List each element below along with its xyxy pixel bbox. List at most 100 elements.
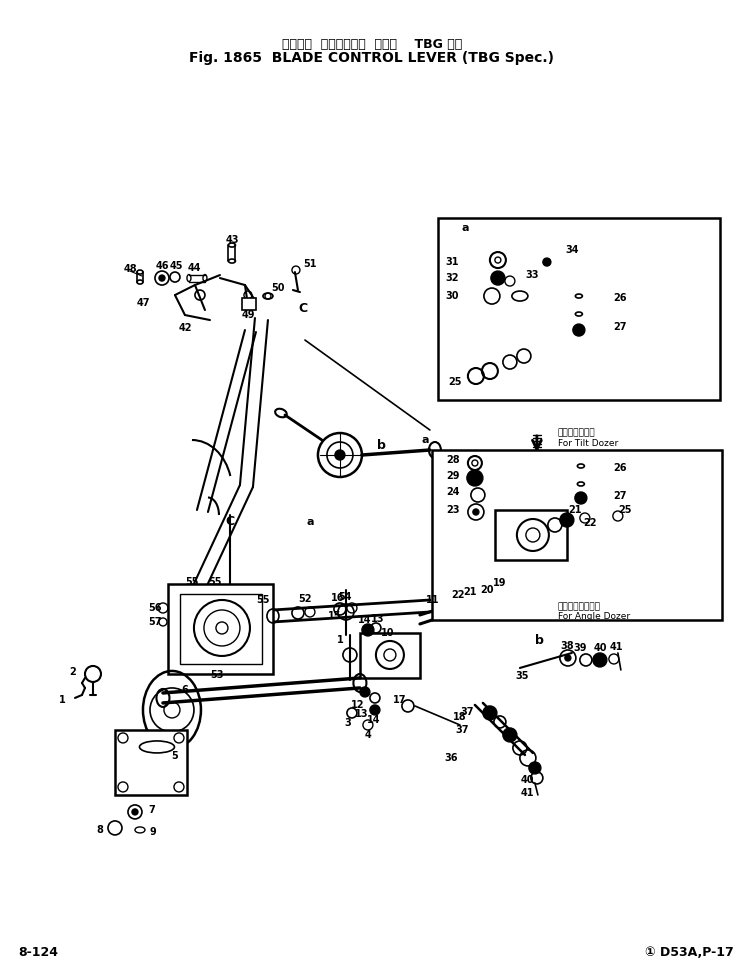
Bar	[432, 450, 722, 620]
Text: 26: 26	[613, 463, 627, 473]
Text: 5: 5	[171, 751, 178, 760]
Text: 30: 30	[446, 292, 459, 301]
Text: 26: 26	[613, 293, 627, 303]
Text: 29: 29	[446, 471, 460, 481]
Text: 18: 18	[453, 712, 466, 722]
Text: 43: 43	[225, 235, 238, 245]
Circle shape	[593, 653, 607, 667]
Text: 55: 55	[256, 595, 270, 604]
Circle shape	[560, 513, 574, 527]
Text: 1: 1	[59, 695, 66, 705]
Text: 45: 45	[169, 261, 183, 271]
Text: 8-124: 8-124	[18, 947, 58, 959]
Text: 27: 27	[613, 322, 627, 332]
Bar	[242, 298, 256, 310]
Text: 36: 36	[444, 753, 457, 763]
Text: 31: 31	[446, 257, 459, 267]
Bar	[438, 218, 720, 400]
Text: 34: 34	[565, 245, 579, 255]
Circle shape	[575, 492, 587, 504]
Text: 28: 28	[446, 455, 460, 465]
Text: 44: 44	[187, 263, 200, 273]
Bar	[360, 633, 420, 678]
Text: C: C	[226, 516, 235, 528]
Text: 7: 7	[148, 805, 156, 815]
Text: 15: 15	[329, 611, 342, 621]
Text: For Tilt Dozer: For Tilt Dozer	[558, 439, 618, 448]
Text: 35: 35	[515, 671, 529, 681]
Text: 51: 51	[303, 259, 317, 269]
Bar	[180, 594, 262, 664]
Text: 22: 22	[583, 518, 597, 528]
Text: a: a	[306, 517, 314, 527]
Text: 41: 41	[520, 788, 533, 798]
Text: 46: 46	[155, 261, 168, 271]
Circle shape	[362, 624, 374, 636]
Text: 57: 57	[148, 617, 162, 627]
Text: 14: 14	[367, 715, 381, 725]
Circle shape	[360, 687, 370, 697]
Bar	[168, 584, 273, 674]
Text: 40: 40	[594, 643, 608, 653]
Text: 40: 40	[520, 775, 533, 785]
Text: 38: 38	[560, 641, 574, 651]
Text: 13: 13	[371, 614, 384, 624]
Text: 50: 50	[271, 283, 285, 293]
Text: Fig. 1865  BLADE CONTROL LEVER (TBG Spec.): Fig. 1865 BLADE CONTROL LEVER (TBG Spec.…	[189, 51, 554, 65]
Text: 53: 53	[210, 670, 224, 680]
Text: 23: 23	[446, 505, 460, 515]
Circle shape	[335, 450, 345, 460]
Text: b: b	[378, 439, 387, 451]
Text: 25: 25	[618, 505, 632, 515]
Text: For Angle Dozer: For Angle Dozer	[558, 612, 630, 621]
Text: 24: 24	[446, 487, 460, 497]
Text: 25: 25	[448, 377, 462, 387]
Text: 55: 55	[208, 577, 222, 587]
Circle shape	[529, 761, 541, 774]
Text: アングルドーザ用: アングルドーザ用	[558, 603, 601, 611]
Text: 48: 48	[123, 264, 137, 274]
Text: 1: 1	[337, 635, 343, 645]
Text: 52: 52	[298, 594, 311, 604]
Text: C: C	[298, 301, 308, 315]
Text: 27: 27	[613, 491, 627, 501]
Text: 14: 14	[358, 615, 372, 625]
Circle shape	[483, 706, 497, 720]
Text: チルトドーザ用: チルトドーザ用	[558, 428, 595, 438]
Text: 37: 37	[455, 725, 469, 735]
Text: a: a	[461, 223, 469, 233]
Circle shape	[491, 271, 505, 285]
Text: 49: 49	[241, 310, 255, 320]
Text: 41: 41	[610, 642, 624, 652]
Text: ① D53A,P-17: ① D53A,P-17	[645, 947, 735, 959]
Text: 56: 56	[148, 603, 162, 613]
Circle shape	[573, 324, 585, 336]
Text: 17: 17	[393, 695, 407, 705]
Circle shape	[503, 728, 517, 742]
Text: 19: 19	[493, 578, 507, 588]
Text: b: b	[536, 635, 545, 647]
Bar	[115, 730, 187, 795]
Text: 21: 21	[568, 505, 582, 515]
Circle shape	[565, 655, 571, 661]
Text: 4: 4	[364, 730, 371, 740]
Text: 54: 54	[338, 592, 352, 602]
Text: 42: 42	[178, 323, 191, 333]
Text: 3: 3	[344, 718, 352, 728]
Text: 39: 39	[573, 643, 586, 653]
Text: 9: 9	[150, 827, 156, 837]
Text: a: a	[421, 435, 428, 445]
Text: 13: 13	[355, 709, 369, 719]
Circle shape	[446, 600, 460, 614]
Text: 21: 21	[463, 587, 477, 597]
Circle shape	[132, 809, 138, 815]
Text: 20: 20	[480, 585, 494, 595]
Text: 33: 33	[525, 270, 539, 280]
Text: 55: 55	[186, 577, 199, 587]
Circle shape	[473, 509, 479, 515]
Circle shape	[543, 258, 551, 266]
Text: 6: 6	[182, 685, 188, 695]
Text: ブレード  コントロール  レバー    TBG 仕様: ブレード コントロール レバー TBG 仕様	[282, 38, 462, 51]
Text: 16: 16	[332, 593, 345, 603]
Text: 11: 11	[426, 595, 440, 604]
